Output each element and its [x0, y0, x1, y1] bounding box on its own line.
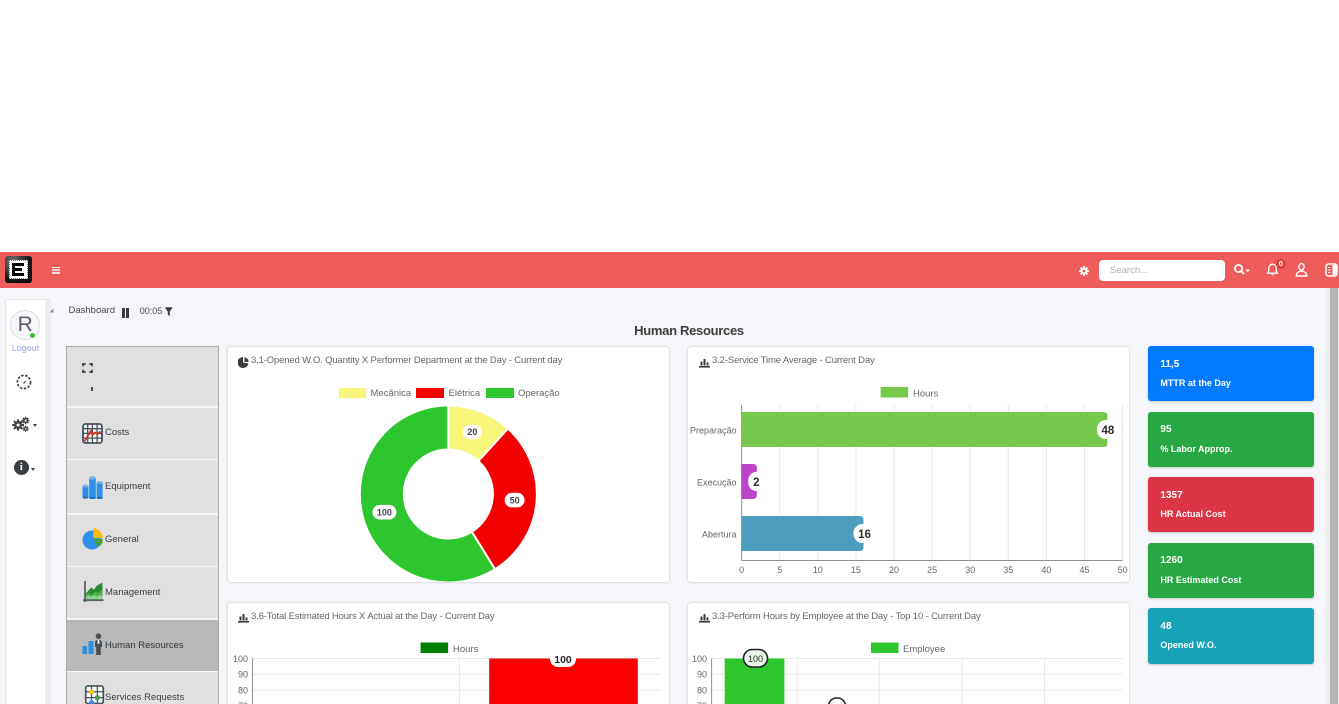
svg-text:48: 48 — [1102, 425, 1115, 437]
svg-text:100: 100 — [376, 507, 391, 517]
svg-text:25: 25 — [927, 565, 937, 575]
svg-text:70: 70 — [697, 701, 707, 704]
svg-text:16: 16 — [858, 529, 871, 541]
svg-text:100: 100 — [748, 654, 763, 664]
svg-text:50: 50 — [1118, 565, 1128, 575]
svg-text:80: 80 — [697, 685, 707, 695]
svg-text:80: 80 — [238, 685, 248, 695]
svg-text:Hours: Hours — [913, 388, 939, 399]
svg-text:Hours: Hours — [453, 644, 479, 655]
svg-text:90: 90 — [697, 669, 707, 679]
svg-text:Preparação: Preparação — [690, 425, 737, 435]
svg-text:100: 100 — [233, 653, 248, 663]
svg-text:90: 90 — [238, 669, 248, 679]
svg-text:45: 45 — [1080, 565, 1090, 575]
svg-text:2: 2 — [753, 477, 759, 489]
svg-text:Abertura: Abertura — [702, 529, 737, 539]
svg-text:50: 50 — [509, 495, 519, 505]
svg-text:10: 10 — [813, 565, 823, 575]
svg-text:100: 100 — [692, 653, 707, 663]
svg-text:Employee: Employee — [903, 644, 945, 655]
svg-text:15: 15 — [851, 565, 861, 575]
svg-text:0: 0 — [739, 565, 744, 575]
svg-text:30: 30 — [966, 565, 976, 575]
svg-text:100: 100 — [554, 654, 572, 666]
svg-text:40: 40 — [1042, 565, 1052, 575]
svg-text:Execução: Execução — [697, 477, 737, 487]
svg-text:35: 35 — [1004, 565, 1014, 575]
svg-text:20: 20 — [467, 427, 477, 437]
svg-text:70: 70 — [238, 701, 248, 704]
svg-text:20: 20 — [889, 565, 899, 575]
svg-text:5: 5 — [778, 565, 783, 575]
